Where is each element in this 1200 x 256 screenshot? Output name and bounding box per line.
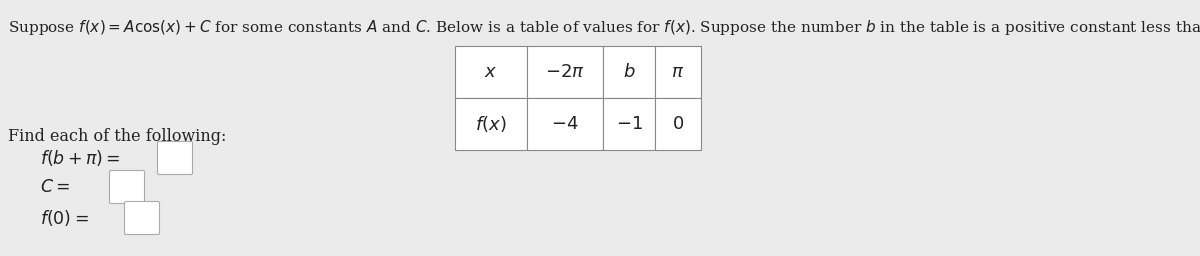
- Bar: [604, 98, 655, 150]
- Bar: [455, 98, 527, 150]
- Text: Find each of the following:: Find each of the following:: [8, 128, 227, 145]
- Bar: [604, 46, 655, 98]
- Text: $-4$: $-4$: [551, 115, 578, 133]
- FancyBboxPatch shape: [125, 201, 160, 234]
- Text: $f(x)$: $f(x)$: [475, 114, 506, 134]
- Text: $x$: $x$: [485, 63, 498, 81]
- Text: $\pi$: $\pi$: [672, 63, 684, 81]
- Text: $b$: $b$: [623, 63, 635, 81]
- Text: $C =$: $C =$: [40, 178, 71, 196]
- Bar: [455, 46, 527, 98]
- Text: $-1$: $-1$: [616, 115, 642, 133]
- FancyBboxPatch shape: [157, 142, 192, 175]
- Bar: [655, 98, 701, 150]
- Bar: [527, 98, 604, 150]
- Bar: [527, 46, 604, 98]
- Text: $f(0) =$: $f(0) =$: [40, 208, 89, 228]
- Text: $0$: $0$: [672, 115, 684, 133]
- Text: $f(b + \pi) =$: $f(b + \pi) =$: [40, 148, 121, 168]
- Text: Suppose $f(x) = A\cos(x) + C$ for some constants $A$ and $C$. Below is a table o: Suppose $f(x) = A\cos(x) + C$ for some c…: [8, 18, 1200, 37]
- FancyBboxPatch shape: [109, 170, 144, 204]
- Text: $-2\pi$: $-2\pi$: [545, 63, 584, 81]
- Bar: [655, 46, 701, 98]
